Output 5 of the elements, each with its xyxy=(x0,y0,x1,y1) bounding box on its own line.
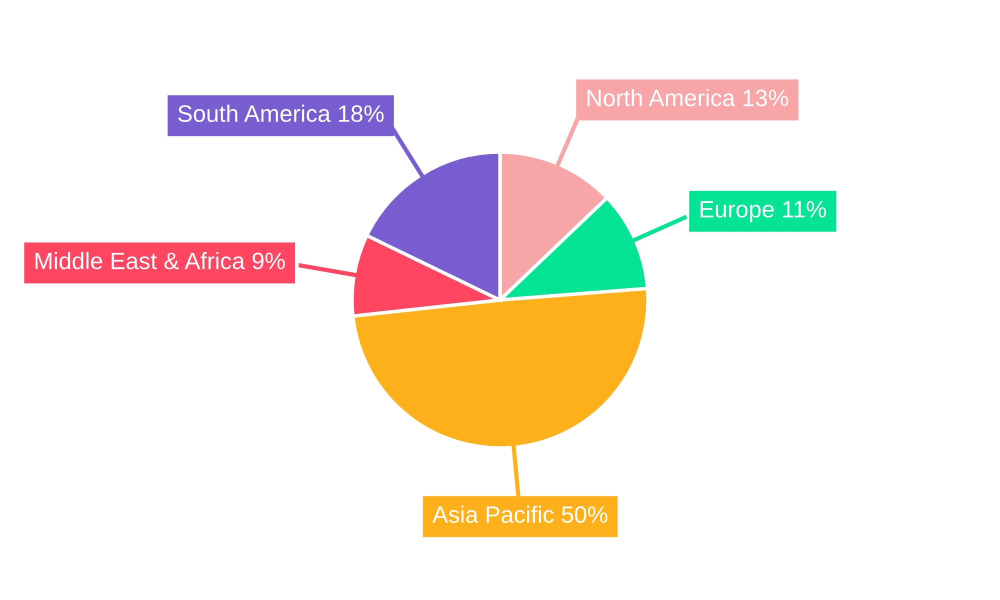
slice-label: South America 18% xyxy=(178,104,384,122)
slice-label: Asia Pacific 50% xyxy=(432,506,608,523)
slice-label: Middle East & Africa 9% xyxy=(36,252,285,270)
slice-label: North America 13% xyxy=(588,88,788,106)
slice-label: Europe 11% xyxy=(700,201,826,222)
